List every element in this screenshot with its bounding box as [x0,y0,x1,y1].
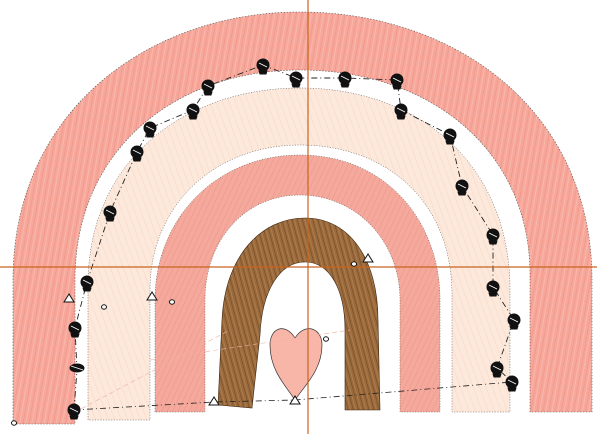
circle-marker-icon [11,420,17,426]
spool-node-icon [186,103,200,120]
triangle-marker-icon [362,253,374,263]
outer-rainbow-band[interactable] [12,11,593,425]
spool-node-icon [505,375,519,392]
heart-shape[interactable] [269,328,323,401]
spool-node-icon [486,228,500,245]
spool-node-icon [69,363,85,373]
triangle-marker-icon [208,396,220,406]
spool-node-icon [390,73,404,90]
circle-marker-icon [101,304,107,310]
third-rainbow-band[interactable] [154,154,441,413]
circle-marker-icon [323,336,329,342]
second-rainbow-band[interactable] [87,87,511,421]
spool-node-icon [103,205,117,222]
inner-rainbow-band[interactable] [217,217,381,411]
bottom-travel-line [73,381,513,411]
spool-node-icon [338,71,352,88]
circle-marker-icon [351,261,357,267]
spool-node-icon [289,71,303,88]
triangle-marker-icon [289,395,301,405]
spool-node-icon [486,280,500,297]
spool-node-icon [490,361,504,378]
spool-node-icon [455,179,469,196]
triangle-marker-icon [63,293,75,303]
triangle-marker-icons[interactable] [63,253,374,406]
spool-node-icon [143,121,157,138]
spool-node-icon [201,79,215,96]
spool-node-icon [130,145,144,162]
travel-path-line [73,64,515,411]
circle-marker-icons[interactable] [11,261,357,426]
spool-node-icon [68,321,82,338]
spool-node-icon [80,275,94,292]
spool-node-icon [507,313,521,330]
faint-guide-line-1 [59,329,231,421]
spool-node-icon [443,128,457,145]
spool-node-icon [394,103,408,120]
spool-node-icon [256,58,270,75]
spool-node-icons[interactable] [67,58,521,420]
triangle-marker-icon [146,291,158,301]
faint-guide-line-2 [149,329,351,361]
spool-node-icon [67,403,81,420]
circle-marker-icon [169,299,175,305]
